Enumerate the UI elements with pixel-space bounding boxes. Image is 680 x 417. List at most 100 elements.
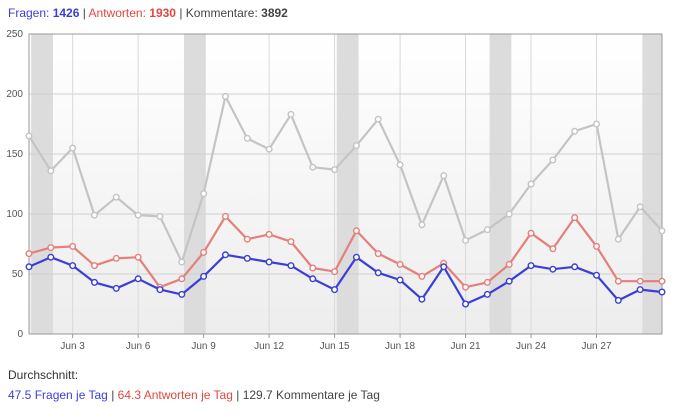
questions-point	[352, 253, 360, 261]
answers-point	[112, 254, 120, 262]
questions-point	[527, 262, 535, 270]
answers-point	[483, 278, 491, 286]
comments-line	[28, 95, 663, 264]
comments-point	[636, 203, 644, 211]
comments-average: 129.7 Kommentare je Tag	[242, 388, 380, 402]
comments-point	[658, 227, 666, 235]
comments-point	[440, 172, 448, 180]
x-tick-label: Jun 6	[126, 341, 151, 352]
y-tick-label: 100	[6, 209, 23, 220]
answers-point	[25, 250, 33, 258]
comments-point	[47, 167, 55, 175]
questions-point	[134, 275, 142, 283]
questions-point	[265, 258, 273, 266]
comments-point	[418, 221, 426, 229]
comments-point	[243, 134, 251, 142]
questions-point	[287, 262, 295, 270]
questions-point	[331, 286, 339, 294]
answers-point	[243, 235, 251, 243]
comments-total: 3892	[261, 6, 288, 20]
comments-label: Kommentare:	[185, 6, 258, 20]
questions-point	[505, 277, 513, 285]
x-tick-label: Jun 15	[320, 341, 350, 352]
answers-total: 1930	[149, 6, 176, 20]
answers-point	[309, 264, 317, 272]
questions-point	[221, 251, 229, 259]
average-title: Durchschnitt:	[8, 368, 79, 382]
answers-point	[47, 244, 55, 252]
answers-point	[396, 260, 404, 268]
questions-point	[549, 265, 557, 273]
questions-line	[28, 253, 663, 306]
answers-point	[221, 212, 229, 220]
comments-point	[352, 142, 360, 150]
comments-point	[25, 132, 33, 140]
answers-point	[462, 283, 470, 291]
answers-point	[352, 227, 360, 235]
comments-point	[90, 211, 98, 219]
questions-average: 47.5 Fragen je Tag	[8, 388, 108, 402]
weekend-band	[31, 34, 54, 334]
questions-point	[614, 296, 622, 304]
weekend-band	[183, 34, 206, 334]
x-tick-label: Jun 3	[60, 341, 85, 352]
comments-point	[505, 210, 513, 218]
comments-point	[527, 180, 535, 188]
answers-point	[265, 230, 273, 238]
answers-point	[69, 242, 77, 250]
comments-point	[374, 115, 382, 123]
questions-point	[571, 263, 579, 271]
x-tick-label: Jun 18	[385, 341, 415, 352]
comments-point	[614, 235, 622, 243]
comments-point	[265, 145, 273, 153]
answers-point	[658, 277, 666, 285]
answers-point	[636, 277, 644, 285]
answers-point	[200, 248, 208, 256]
questions-point	[309, 275, 317, 283]
y-tick-label: 250	[6, 29, 23, 40]
comments-point	[483, 226, 491, 234]
answers-point	[549, 245, 557, 253]
x-tick-label: Jun 9	[191, 341, 216, 352]
separator: |	[111, 388, 115, 402]
answers-average: 64.3 Antworten je Tag	[117, 388, 233, 402]
answers-point	[593, 242, 601, 250]
plot-border	[28, 33, 663, 335]
comments-point	[156, 212, 164, 220]
answers-point	[331, 268, 339, 276]
questions-point	[90, 278, 98, 286]
questions-point	[243, 254, 251, 262]
questions-point	[593, 271, 601, 279]
questions-point	[636, 286, 644, 294]
answers-point	[374, 250, 382, 258]
activity-line-chart: 0 50 100 150 200 250 Jun 3 Jun 6 Jun 9 Jun 12 Jun …	[6, 29, 666, 352]
questions-point	[200, 272, 208, 280]
questions-point	[47, 253, 55, 261]
questions-point	[156, 286, 164, 294]
answers-line	[28, 215, 662, 289]
questions-point	[440, 263, 448, 271]
answers-point	[418, 272, 426, 280]
questions-point	[418, 295, 426, 303]
answers-point	[614, 277, 622, 285]
questions-total: 1426	[52, 6, 80, 20]
answers-point	[90, 262, 98, 270]
questions-point	[483, 290, 491, 298]
y-tick-label: 50	[12, 269, 24, 280]
weekend-band	[336, 34, 359, 334]
answers-label: Antworten:	[88, 6, 146, 20]
comments-point	[200, 190, 208, 198]
comments-point	[331, 166, 339, 174]
x-tick-label: Jun 12	[254, 341, 284, 352]
answers-point	[134, 253, 142, 261]
x-tick-label: Jun 24	[516, 341, 546, 352]
comments-point	[112, 193, 120, 201]
separator: |	[179, 6, 183, 20]
questions-point	[69, 262, 77, 270]
separator: |	[82, 6, 86, 20]
comments-point	[287, 110, 295, 118]
comments-point	[221, 92, 229, 100]
questions-label: Fragen:	[8, 6, 50, 20]
comments-point	[593, 120, 601, 128]
y-tick-label: 150	[6, 149, 23, 160]
